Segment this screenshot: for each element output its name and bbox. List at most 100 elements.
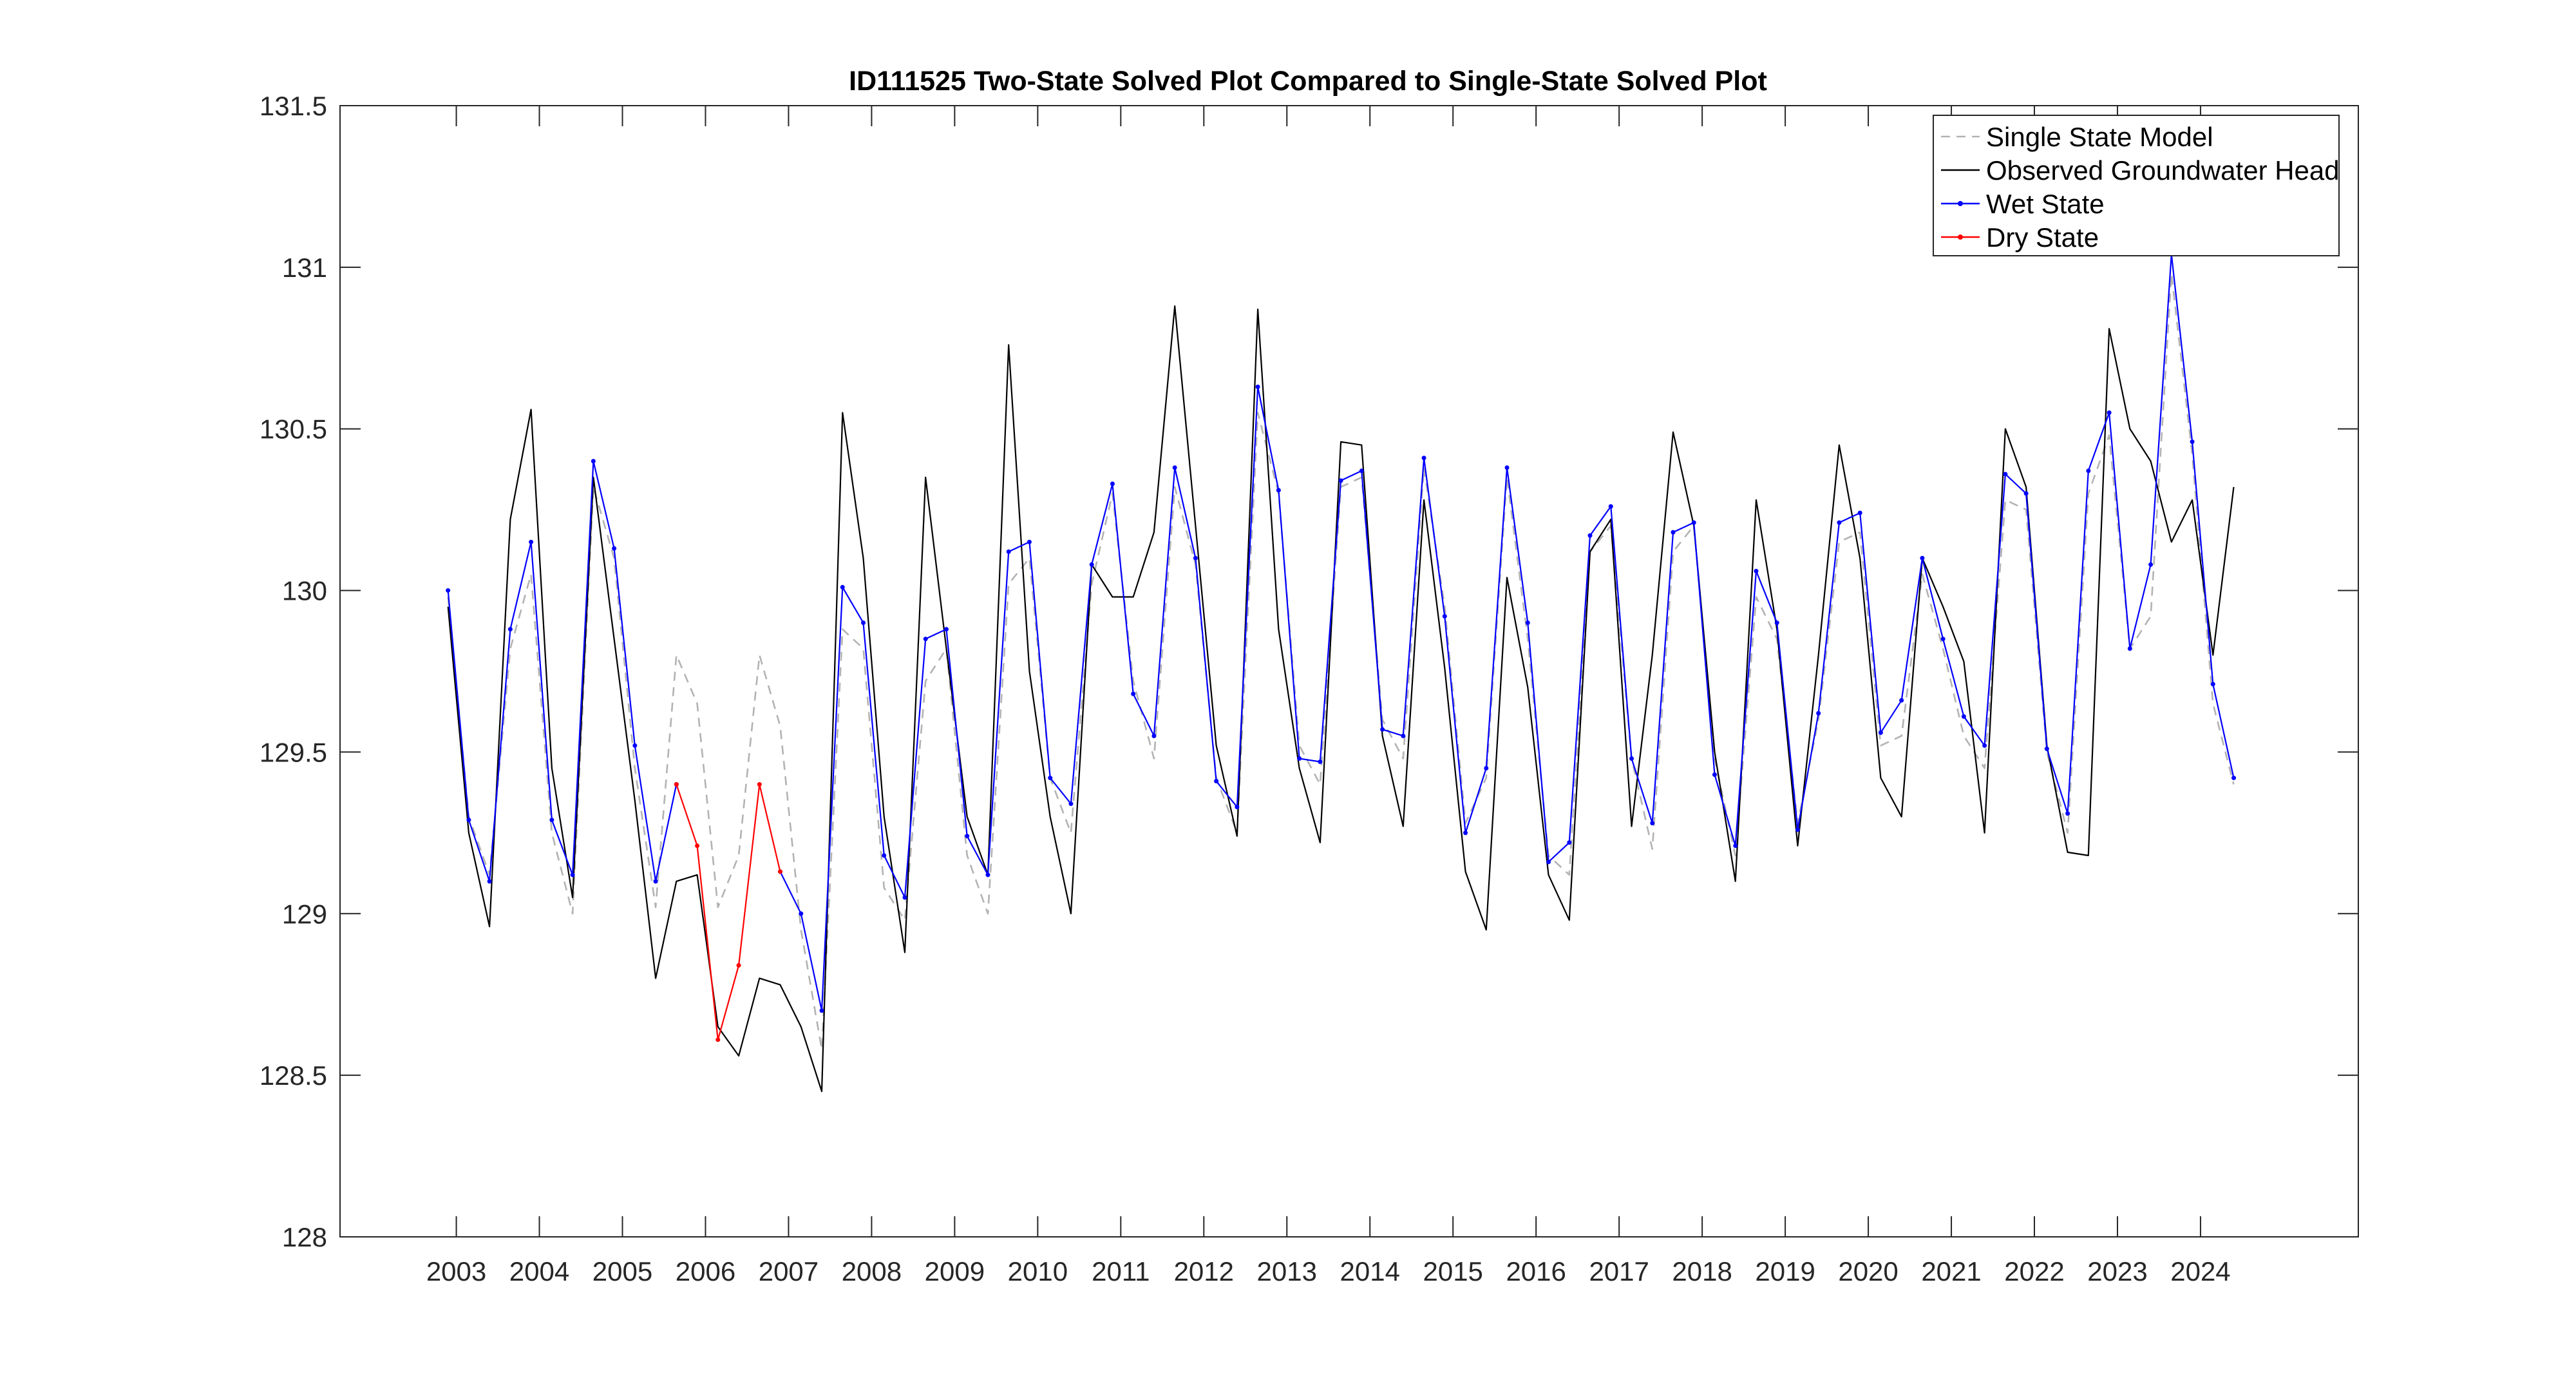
x-tick-label: 2021 — [1921, 1256, 1981, 1286]
y-tick-label: 131 — [282, 253, 327, 283]
wet-state-point — [1920, 555, 1925, 560]
wet-state-point — [2210, 682, 2215, 687]
wet-state-point — [985, 872, 990, 877]
x-tick-label: 2017 — [1589, 1256, 1649, 1286]
wet-state-series — [446, 252, 2237, 1013]
wet-state-point — [1359, 468, 1364, 473]
wet-state-point — [1235, 805, 1240, 810]
wet-state-point — [902, 895, 907, 900]
legend-label-observed-groundwater-head: Observed Groundwater Head — [1986, 155, 2340, 186]
x-tick-label: 2003 — [426, 1256, 486, 1286]
wet-state-point — [1878, 730, 1883, 735]
observed-groundwater-head-line — [447, 305, 2235, 1093]
wet-state-point — [1131, 691, 1136, 696]
wet-state-point — [1318, 759, 1323, 764]
wet-state-point — [1214, 779, 1219, 784]
wet-state-point — [2190, 439, 2195, 444]
y-tick-label: 129.5 — [260, 737, 327, 767]
wet-state-point — [1484, 766, 1489, 771]
legend-box — [1933, 115, 2340, 256]
wet-state-point — [1754, 568, 1759, 573]
y-tick-label: 130 — [282, 576, 327, 606]
wet-state-point — [1546, 859, 1551, 865]
wet-state-point — [1961, 714, 1966, 719]
plot-area — [446, 252, 2237, 1093]
x-tick-label: 2013 — [1257, 1256, 1317, 1286]
wet-state-point — [1276, 488, 1281, 493]
wet-state-point — [1442, 614, 1447, 619]
y-tick-label: 131.5 — [260, 91, 327, 121]
wet-state-point — [1297, 756, 1302, 761]
wet-state-point — [1774, 620, 1779, 626]
legend-label-single-state-model: Single State Model — [1986, 122, 2213, 152]
wet-state-point — [2086, 468, 2091, 473]
wet-state-point — [549, 817, 554, 823]
x-tick-label: 2007 — [759, 1256, 819, 1286]
wet-state-point — [529, 539, 534, 544]
wet-state-point — [1421, 455, 1426, 461]
wet-state-point — [1401, 733, 1406, 738]
wet-state-point — [1671, 530, 1676, 535]
wet-state-point — [1338, 478, 1343, 483]
dry-state-point — [674, 782, 679, 787]
legend-label-dry-state: Dry State — [1986, 222, 2099, 253]
x-tick-label: 2008 — [842, 1256, 902, 1286]
y-tick-label: 128.5 — [260, 1060, 327, 1091]
x-tick-label: 2010 — [1008, 1256, 1068, 1286]
wet-state-point — [923, 636, 928, 642]
wet-state-point — [1940, 636, 1946, 642]
x-tick-label: 2020 — [1838, 1256, 1898, 1286]
dry-state-point — [757, 782, 762, 787]
wet-state-point — [487, 879, 492, 884]
wet-state-point — [2065, 811, 2070, 816]
wet-state-point — [1857, 510, 1862, 515]
wet-state-point — [2148, 562, 2154, 567]
legend-marker-dry-state — [1958, 234, 1963, 240]
wet-state-point — [653, 879, 658, 884]
dry-state-point — [715, 1037, 721, 1042]
wet-state-point — [570, 872, 575, 877]
wet-state-point — [466, 817, 471, 823]
x-tick-label: 2023 — [2087, 1256, 2147, 1286]
wet-state-line — [447, 460, 677, 883]
wet-state-point — [1567, 840, 1572, 845]
wet-state-point — [965, 834, 970, 839]
wet-state-point — [1899, 698, 1904, 703]
wet-state-point — [1048, 776, 1053, 781]
y-tick-label: 129 — [282, 899, 327, 929]
dry-state-point — [778, 869, 783, 874]
wet-state-point — [943, 627, 949, 632]
wet-state-point — [2003, 472, 2008, 477]
x-tick-label: 2019 — [1755, 1256, 1815, 1286]
x-tick-label: 2004 — [509, 1256, 569, 1286]
x-tick-label: 2022 — [2004, 1256, 2064, 1286]
wet-state-point — [1255, 384, 1260, 389]
wet-state-point — [1151, 733, 1157, 738]
wet-state-point — [1525, 620, 1530, 626]
wet-state-point — [2023, 491, 2029, 496]
wet-state-point — [1650, 821, 1655, 826]
wet-state-point — [1172, 465, 1177, 470]
wet-state-point — [882, 853, 887, 858]
wet-state-point — [632, 743, 638, 748]
wet-state-point — [446, 588, 451, 593]
y-tick-label: 130.5 — [260, 414, 327, 444]
wet-state-point — [840, 585, 845, 590]
wet-state-point — [2231, 776, 2237, 781]
axes: 2003 2004 2005 2006 2007 2008 2009 2010 2011 2012… — [260, 91, 2359, 1286]
observed-groundwater-head-series — [447, 305, 2235, 1093]
x-tick-label: 2009 — [925, 1256, 985, 1286]
wet-state-point — [612, 546, 617, 551]
wet-state-point — [1837, 520, 1842, 525]
x-tick-label: 2006 — [676, 1256, 735, 1286]
wet-state-point — [1691, 520, 1696, 525]
wet-state-point — [1629, 756, 1634, 761]
x-tick-label: 2015 — [1423, 1256, 1482, 1286]
wet-state-point — [799, 911, 804, 916]
legend-marker-wet-state — [1958, 201, 1963, 206]
x-tick-label: 2018 — [1672, 1256, 1732, 1286]
wet-state-point — [1587, 533, 1593, 538]
wet-state-point — [1380, 727, 1385, 732]
